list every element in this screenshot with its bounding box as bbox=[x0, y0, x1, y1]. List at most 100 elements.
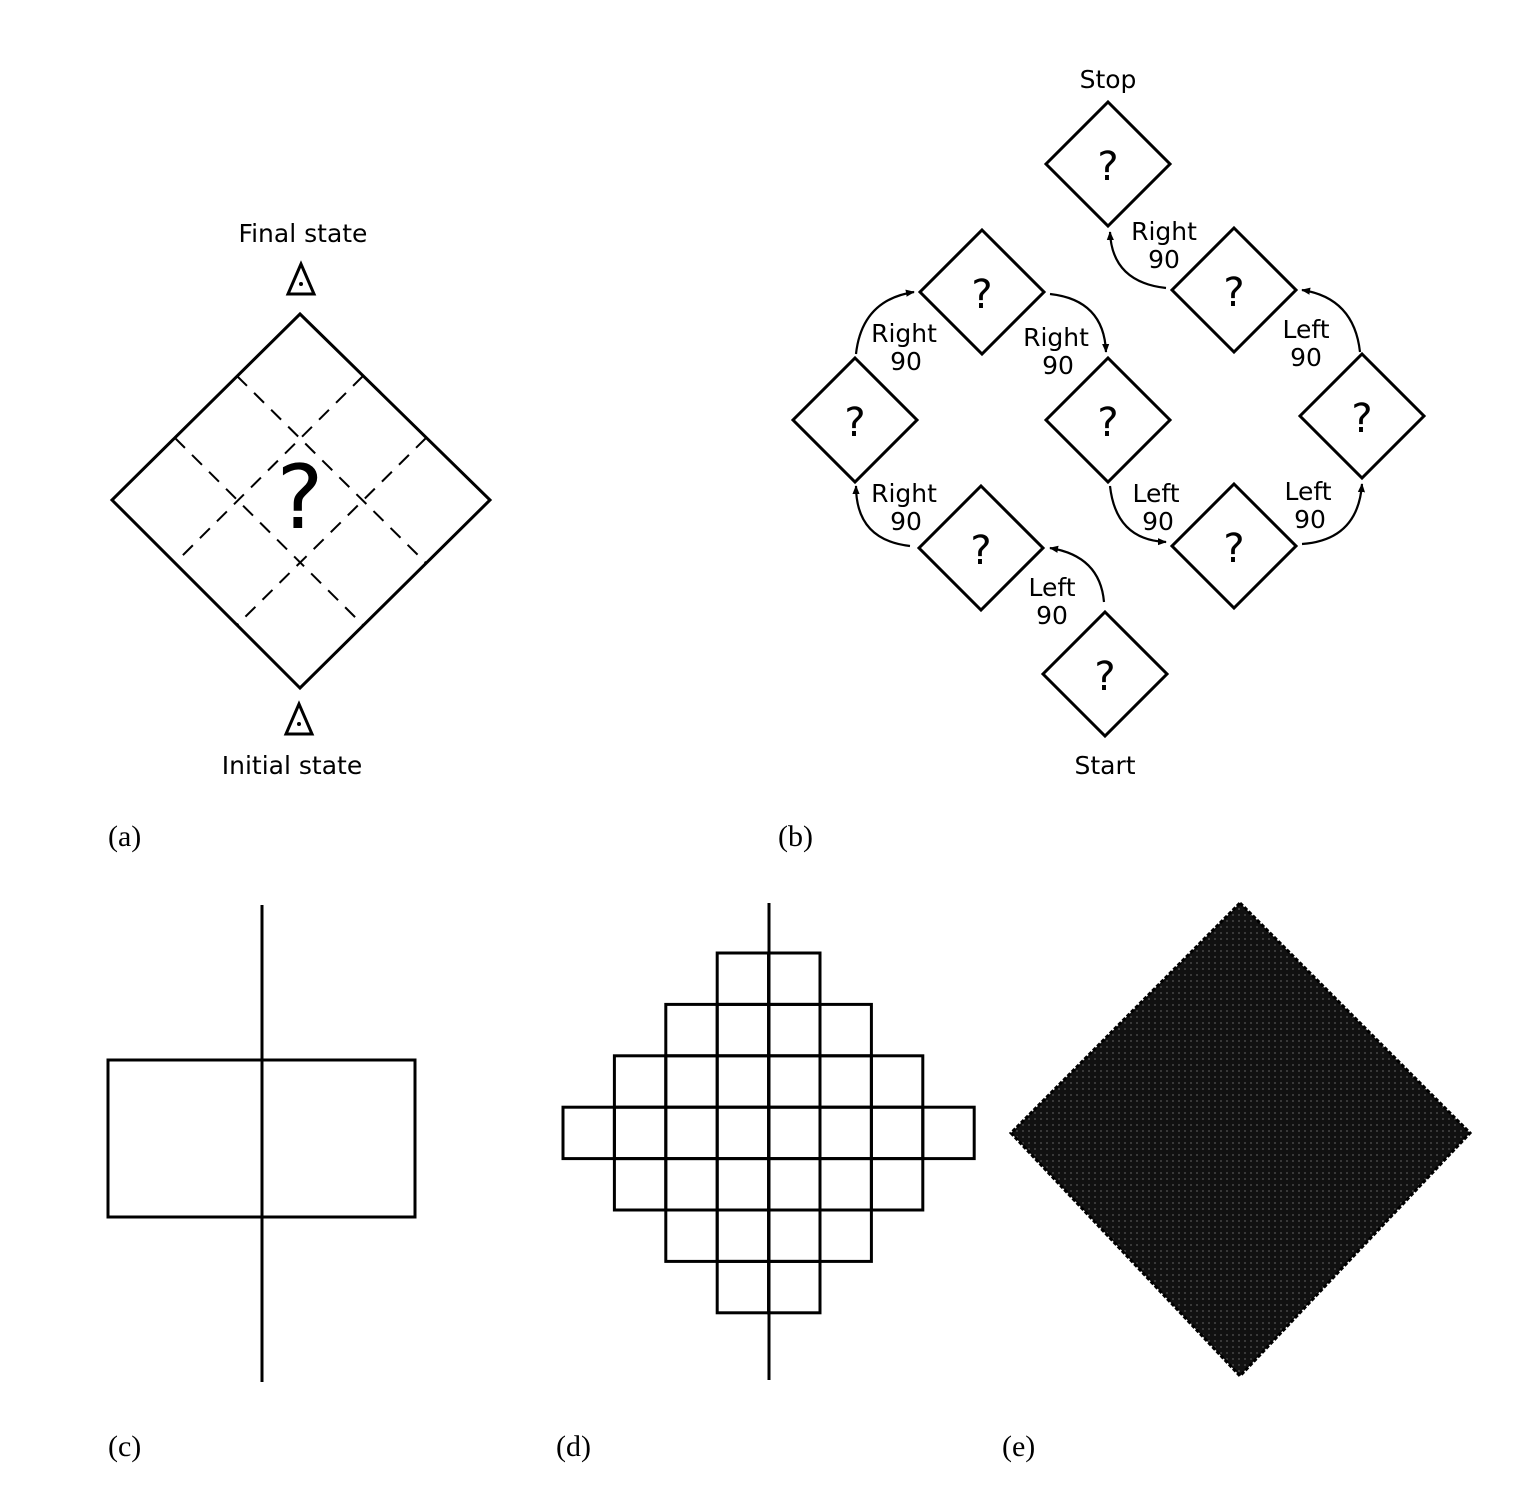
svg-text:?: ? bbox=[1223, 526, 1244, 572]
svg-text:?: ? bbox=[1223, 270, 1244, 316]
initial-state-label: Initial state bbox=[222, 751, 362, 780]
svg-text:Right: Right bbox=[1131, 217, 1197, 246]
svg-text:90: 90 bbox=[1036, 601, 1068, 630]
turn-arrow bbox=[1049, 545, 1106, 603]
svg-text:90: 90 bbox=[1142, 507, 1174, 536]
svg-text:Left: Left bbox=[1284, 477, 1331, 506]
grid-cell bbox=[612, 1054, 668, 1109]
grid-cell bbox=[664, 1157, 719, 1212]
grid-cell bbox=[818, 1157, 873, 1212]
grid-cell bbox=[869, 1105, 925, 1161]
svg-text:?: ? bbox=[970, 528, 991, 574]
svg-text:?: ? bbox=[1097, 400, 1118, 446]
grid-cell bbox=[818, 1054, 873, 1109]
svg-text:90: 90 bbox=[890, 507, 922, 536]
grid-cell bbox=[767, 1002, 822, 1058]
final-state-label: Final state bbox=[239, 219, 368, 248]
grid-cell bbox=[715, 1054, 771, 1109]
turn-arrow bbox=[1301, 483, 1366, 546]
grid-cell bbox=[818, 1002, 873, 1058]
svg-text:Right: Right bbox=[871, 479, 937, 508]
svg-text:Right: Right bbox=[1023, 323, 1089, 352]
grid-cell bbox=[715, 1259, 771, 1315]
turn-label: Right 90 bbox=[1131, 217, 1197, 274]
tile: ? bbox=[1169, 481, 1299, 611]
center-question-mark: ? bbox=[277, 446, 324, 549]
turn-arrow bbox=[1301, 287, 1362, 353]
grid-cell bbox=[561, 1105, 616, 1161]
grid-cell bbox=[612, 1105, 668, 1161]
tile: ? bbox=[790, 355, 920, 485]
svg-text:90: 90 bbox=[1290, 343, 1322, 372]
grid-cell bbox=[664, 1208, 719, 1263]
turn-label: Right 90 bbox=[871, 479, 937, 536]
tile: ? bbox=[917, 227, 1047, 357]
tile: ? bbox=[1043, 99, 1173, 229]
grid-cell bbox=[767, 951, 822, 1006]
tile: ? bbox=[1169, 225, 1299, 355]
svg-text:?: ? bbox=[1094, 654, 1115, 700]
tile: ? bbox=[1043, 355, 1173, 485]
panel-label-a: (a) bbox=[108, 820, 141, 853]
tile: ? bbox=[1297, 351, 1427, 481]
svg-text:Left: Left bbox=[1282, 315, 1329, 344]
turn-arrow bbox=[854, 289, 915, 355]
panel-c: (c) bbox=[106, 905, 417, 1463]
grid-cell bbox=[767, 1208, 822, 1263]
tile: ? bbox=[916, 483, 1046, 613]
grid-cell bbox=[767, 1054, 822, 1109]
grid-cell bbox=[818, 1105, 873, 1161]
svg-text:Left: Left bbox=[1028, 573, 1075, 602]
turn-label: Right 90 bbox=[1023, 323, 1089, 380]
turn-arrow bbox=[1106, 231, 1167, 290]
grid-cell bbox=[715, 1002, 771, 1058]
stop-label: Stop bbox=[1080, 65, 1137, 94]
grid-cell bbox=[869, 1054, 925, 1109]
diamond-dashed-grid bbox=[174, 375, 427, 626]
state-diamond bbox=[109, 311, 493, 691]
grid-cell bbox=[664, 1002, 719, 1058]
grid-cell bbox=[715, 1157, 771, 1212]
grid-cell bbox=[664, 1105, 719, 1161]
grid-cell bbox=[869, 1157, 925, 1212]
final-state-marker-icon bbox=[285, 260, 317, 296]
panel-d: (d) bbox=[556, 903, 976, 1463]
svg-text:Right: Right bbox=[871, 319, 937, 348]
grid-cell bbox=[767, 1259, 822, 1315]
grid-cell bbox=[818, 1208, 873, 1263]
turn-label: Left 90 bbox=[1132, 479, 1179, 536]
svg-text:90: 90 bbox=[1042, 351, 1074, 380]
svg-text:?: ? bbox=[844, 400, 865, 446]
panel-a: Final state ? Initial state (a) bbox=[108, 219, 493, 853]
panel-label-b: (b) bbox=[778, 820, 813, 853]
grid-cell bbox=[715, 1208, 771, 1263]
turn-label: Left 90 bbox=[1282, 315, 1329, 372]
turn-label: Left 90 bbox=[1284, 477, 1331, 534]
turn-arrow bbox=[1108, 485, 1167, 546]
grid-cell bbox=[715, 1105, 771, 1161]
panel-label-c: (c) bbox=[108, 1430, 141, 1463]
panel-label-d: (d) bbox=[556, 1430, 591, 1463]
svg-text:90: 90 bbox=[1294, 505, 1326, 534]
grid-cell bbox=[767, 1157, 822, 1212]
initial-state-marker-icon bbox=[283, 700, 315, 736]
svg-text:?: ? bbox=[1097, 144, 1118, 190]
start-label: Start bbox=[1074, 751, 1135, 780]
turn-label: Left 90 bbox=[1028, 573, 1075, 630]
panel-b: Stop Start ? ? ? ? ? ? ? bbox=[778, 65, 1427, 853]
grid-cell bbox=[715, 951, 771, 1006]
svg-text:?: ? bbox=[1351, 396, 1372, 442]
grid-cell bbox=[612, 1157, 668, 1212]
turn-arrow bbox=[1049, 292, 1110, 353]
grid-cell bbox=[767, 1105, 822, 1161]
filled-diamond bbox=[1008, 900, 1473, 1379]
turn-arrow bbox=[852, 485, 911, 548]
svg-text:?: ? bbox=[971, 272, 992, 318]
panel-label-e: (e) bbox=[1002, 1430, 1035, 1463]
grid-cell bbox=[664, 1054, 719, 1109]
svg-text:90: 90 bbox=[1148, 245, 1180, 274]
svg-text:90: 90 bbox=[890, 347, 922, 376]
panel-e: (e) bbox=[1002, 900, 1473, 1463]
tile: ? bbox=[1040, 609, 1170, 739]
